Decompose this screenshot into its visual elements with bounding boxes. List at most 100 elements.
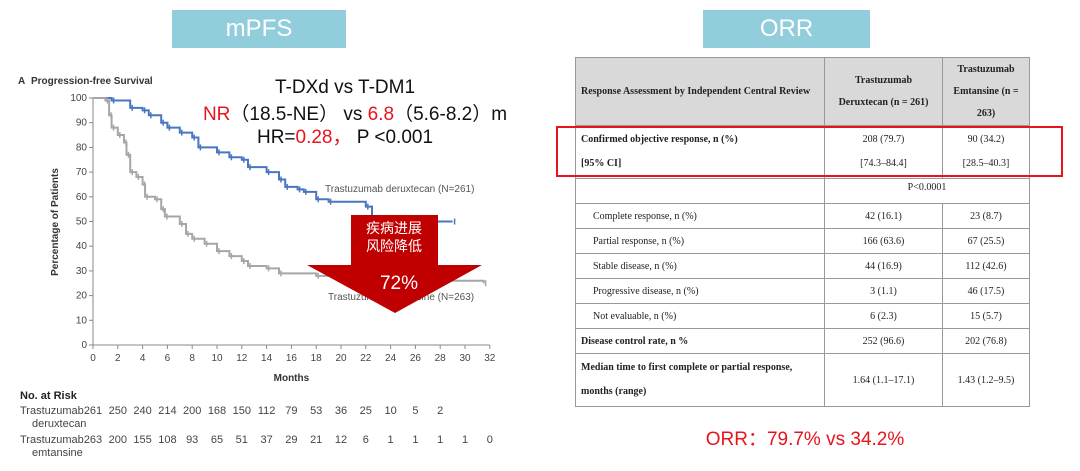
median-pfs: NR（18.5-NE） vs 6.8（5.6-8.2）m — [190, 99, 520, 126]
x-tick-label: 30 — [459, 353, 471, 364]
risk-count: 5 — [412, 405, 419, 417]
risk-row-label: Trastuzumab — [20, 434, 84, 446]
orr-header: ORR — [703, 10, 870, 48]
x-tick-label: 20 — [335, 353, 347, 364]
orr-a: 208 (79.7) — [862, 134, 905, 145]
dcr-b: 202 (76.8) — [942, 328, 1030, 354]
orr-label-text: Confirmed objective response, n (%) — [581, 134, 738, 145]
header-assessment: Response Assessment by Independent Centr… — [575, 57, 825, 126]
y-tick-label: 100 — [70, 93, 87, 104]
y-tick-label: 30 — [76, 266, 88, 277]
empty-cell — [575, 178, 825, 204]
y-tick-label: 50 — [76, 217, 88, 228]
risk-count: 37 — [260, 434, 273, 446]
risk-count: 214 — [158, 405, 177, 417]
row-a: 42 (16.1) — [824, 203, 943, 229]
median-1: NR — [202, 104, 231, 125]
x-tick-label: 2 — [115, 353, 121, 364]
row-label: Not evaluable, n (%) — [575, 303, 825, 329]
arrow-value: 72% — [380, 273, 418, 294]
comparison-title: T-DXd vs T-DM1 — [274, 77, 416, 98]
y-tick-label: 40 — [76, 241, 88, 252]
median-a: 1.64 (1.1–17.1) — [824, 353, 943, 407]
arrow-text-1: 疾病进展 — [366, 220, 422, 236]
risk-count: 53 — [310, 405, 323, 417]
risk-reduction-arrow — [307, 215, 482, 313]
x-tick-label: 12 — [236, 353, 248, 364]
row-b: 15 (5.7) — [942, 303, 1030, 329]
risk-title: No. at Risk — [20, 390, 77, 402]
x-tick-label: 0 — [90, 353, 96, 364]
hr-value: 0.28， — [295, 127, 352, 148]
risk-count: 250 — [108, 405, 127, 417]
panel-label: A — [18, 76, 25, 87]
risk-count: 1 — [437, 434, 444, 446]
hr-label: HR= — [256, 127, 296, 148]
y-tick-label: 70 — [76, 167, 88, 178]
row-a: 166 (63.6) — [824, 228, 943, 254]
risk-count: 21 — [310, 434, 323, 446]
risk-count: 12 — [334, 434, 348, 446]
y-tick-label: 90 — [76, 118, 88, 129]
risk-count: 0 — [486, 434, 493, 446]
vs: vs — [338, 104, 368, 125]
risk-count: 25 — [359, 405, 372, 417]
row-label: Stable disease, n (%) — [575, 253, 825, 279]
risk-count: 79 — [285, 405, 298, 417]
table-row: Partial response, n (%) 166 (63.6) 67 (25.… — [575, 228, 1030, 254]
x-tick-label: 4 — [140, 353, 146, 364]
risk-count: 29 — [285, 434, 298, 446]
x-tick-label: 22 — [360, 353, 372, 364]
km-curve-1 — [93, 97, 485, 284]
x-tick-label: 16 — [286, 353, 298, 364]
table-row: Complete response, n (%) 42 (16.1) 23 (8.7… — [575, 203, 1030, 229]
orr-b: 90 (34.2) — [967, 134, 1005, 145]
y-tick-label: 20 — [76, 291, 88, 302]
risk-count: 150 — [232, 405, 251, 417]
y-tick-label: 10 — [76, 315, 88, 326]
y-tick-label: 80 — [76, 142, 88, 153]
median-b: 1.43 (1.2–9.5) — [942, 353, 1030, 407]
risk-count: 6 — [362, 434, 369, 446]
row-b: 46 (17.5) — [942, 278, 1030, 304]
x-tick-label: 24 — [385, 353, 397, 364]
risk-count: 2 — [437, 405, 444, 417]
risk-count: 65 — [210, 434, 224, 446]
x-axis-label: Months — [274, 373, 310, 384]
x-tick-label: 28 — [435, 353, 447, 364]
table-row-orr: Confirmed objective response, n (%) [95% … — [575, 125, 1030, 179]
p-value: P <0.001 — [351, 127, 434, 148]
row-a: 44 (16.9) — [824, 253, 943, 279]
row-label: Complete response, n (%) — [575, 203, 825, 229]
dcr-a: 252 (96.6) — [824, 328, 943, 354]
row-a: 3 (1.1) — [824, 278, 943, 304]
risk-count: 10 — [384, 405, 397, 417]
risk-count: 108 — [158, 434, 177, 446]
km-curve-0 — [93, 97, 453, 223]
p-value-cell: P<0.0001 — [824, 178, 1030, 204]
orr-a-ci: [74.3–84.4] — [860, 158, 907, 169]
header-tdxd: Trastuzumab Deruxtecan (n = 261) — [824, 57, 943, 126]
table-row-dcr: Disease control rate, n % 252 (96.6) 202 (… — [575, 328, 1030, 354]
table-row-median: Median time to first complete or partial… — [575, 353, 1030, 407]
chart-title: Progression-free Survival — [31, 76, 153, 87]
y-tick-label: 0 — [81, 340, 87, 351]
risk-count: 168 — [207, 405, 227, 417]
orr-label: Confirmed objective response, n (%) [95% … — [575, 125, 825, 179]
header-tdm1: Trastuzumab Emtansine (n = 263) — [942, 57, 1030, 126]
risk-row-label-2: deruxtecan — [32, 418, 87, 430]
median-label: Median time to first complete or partial… — [575, 353, 825, 407]
arrow-text-2: 风险降低 — [366, 238, 422, 254]
risk-count: 155 — [133, 434, 152, 446]
x-tick-label: 26 — [410, 353, 422, 364]
dcr-label: Disease control rate, n % — [575, 328, 825, 354]
row-a: 6 (2.3) — [824, 303, 943, 329]
table-header: Response Assessment by Independent Centr… — [575, 57, 1030, 126]
risk-count: 240 — [133, 405, 152, 417]
risk-count: 200 — [183, 405, 202, 417]
risk-count: 263 — [83, 434, 103, 446]
x-tick-label: 10 — [211, 353, 223, 364]
risk-count: 36 — [334, 405, 348, 417]
risk-count: 1 — [387, 434, 394, 446]
x-tick-label: 6 — [165, 353, 171, 364]
